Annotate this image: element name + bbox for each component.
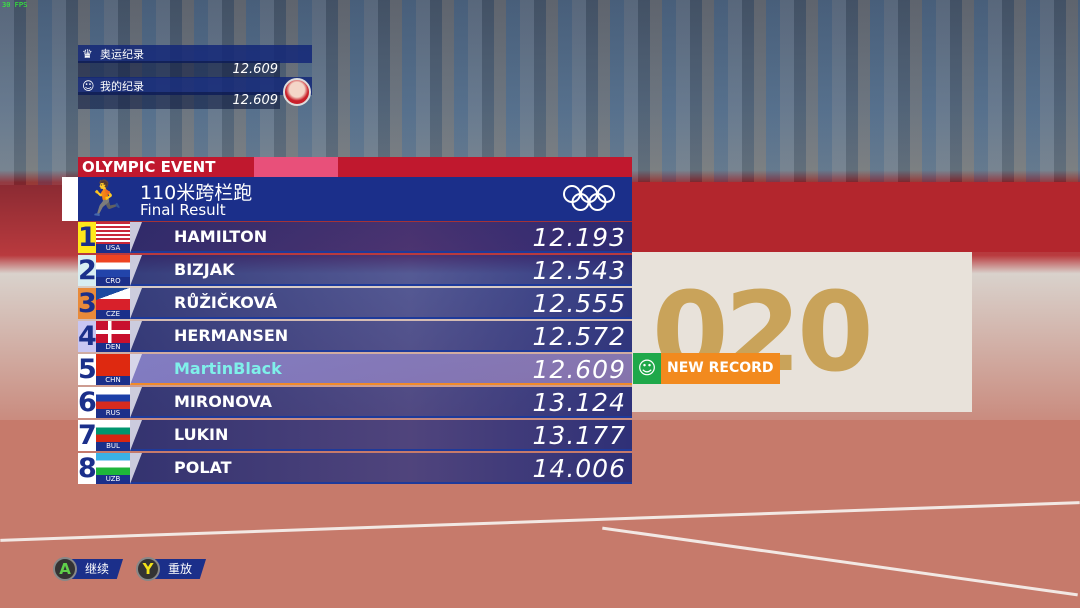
rank: 2 bbox=[78, 255, 97, 286]
flag-icon: CZE bbox=[96, 288, 130, 319]
athlete-name: POLAT bbox=[174, 458, 232, 477]
athlete-name: RŮŽIČKOVÁ bbox=[174, 293, 278, 312]
flag-icon: DEN bbox=[96, 321, 130, 352]
olympic-record-value: 12.609 bbox=[78, 61, 280, 78]
event-title-block: 🏃 110米跨栏跑 Final Result bbox=[62, 177, 632, 221]
country-code: CHN bbox=[96, 376, 130, 385]
result-time: 12.543 bbox=[532, 256, 626, 285]
result-time: 12.609 bbox=[532, 355, 626, 384]
result-time: 12.555 bbox=[532, 289, 626, 318]
flag-icon: USA bbox=[96, 222, 130, 253]
result-time: 12.193 bbox=[532, 223, 626, 252]
personal-record-value: 12.609 bbox=[78, 92, 280, 109]
rank: 1 bbox=[78, 222, 97, 253]
flag-icon: CRO bbox=[96, 255, 130, 286]
fps-counter: 30 FPS bbox=[2, 1, 28, 9]
result-time: 14.006 bbox=[532, 454, 626, 483]
event-subtitle: Final Result bbox=[140, 201, 226, 219]
rank: 4 bbox=[78, 321, 97, 352]
country-code: USA bbox=[96, 244, 130, 253]
result-row: 7 BUL LUKIN 13.177 bbox=[78, 420, 632, 451]
result-time: 13.124 bbox=[532, 388, 626, 417]
rank: 6 bbox=[78, 387, 97, 418]
flag-icon: RUS bbox=[96, 387, 130, 418]
athlete-name: BIZJAK bbox=[174, 260, 235, 279]
crown-icon: ♛ bbox=[82, 47, 93, 61]
event-header: OLYMPIC EVENT bbox=[78, 157, 632, 177]
result-row: 8 UZB POLAT 14.006 bbox=[78, 453, 632, 484]
personal-record-label: ☺ 我的纪录 bbox=[78, 77, 312, 95]
replay-button[interactable]: Y 重放 bbox=[136, 557, 207, 581]
country-code: BUL bbox=[96, 442, 130, 451]
country-code: CRO bbox=[96, 277, 130, 286]
player-avatar bbox=[283, 78, 311, 106]
country-code: CZE bbox=[96, 310, 130, 319]
rank: 5 bbox=[78, 354, 97, 385]
result-time: 12.572 bbox=[532, 322, 626, 351]
event-title: 110米跨栏跑 bbox=[140, 182, 253, 204]
flag-icon: UZB bbox=[96, 453, 130, 484]
runner-icon: 🏃 bbox=[84, 179, 127, 219]
athlete-name: HERMANSEN bbox=[174, 326, 289, 345]
country-code: DEN bbox=[96, 343, 130, 352]
continue-button[interactable]: A 继续 bbox=[53, 557, 124, 581]
flag-icon: CHN bbox=[96, 354, 130, 385]
olympic-rings-icon bbox=[563, 185, 615, 211]
country-code: RUS bbox=[96, 409, 130, 418]
stadium-wall bbox=[630, 182, 1080, 252]
result-time: 13.177 bbox=[532, 421, 626, 450]
result-row: 5 CHN MartinBlack 12.609 bbox=[78, 354, 632, 385]
result-row: 1 USA HAMILTON 12.193 bbox=[78, 222, 632, 253]
y-button-icon: Y bbox=[136, 557, 160, 581]
result-row: 4 DEN HERMANSEN 12.572 bbox=[78, 321, 632, 352]
athlete-name: HAMILTON bbox=[174, 227, 268, 246]
tokyo-2020-board: 020 bbox=[632, 252, 972, 412]
rank: 8 bbox=[78, 453, 97, 484]
a-button-icon: A bbox=[53, 557, 77, 581]
smiley-icon: ☺ bbox=[82, 79, 95, 93]
new-record-badge: ☺ NEW RECORD bbox=[633, 353, 780, 384]
athlete-name: LUKIN bbox=[174, 425, 229, 444]
smiley-icon: ☺ bbox=[633, 353, 661, 384]
result-row: 6 RUS MIRONOVA 13.124 bbox=[78, 387, 632, 418]
rank: 7 bbox=[78, 420, 97, 451]
athlete-name: MIRONOVA bbox=[174, 392, 273, 411]
athlete-name: MartinBlack bbox=[174, 359, 282, 378]
country-code: UZB bbox=[96, 475, 130, 484]
flag-icon: BUL bbox=[96, 420, 130, 451]
olympic-record-label: ♛ 奥运纪录 bbox=[78, 45, 312, 63]
result-row: 2 CRO BIZJAK 12.543 bbox=[78, 255, 632, 286]
rank: 3 bbox=[78, 288, 97, 319]
result-row: 3 CZE RŮŽIČKOVÁ 12.555 bbox=[78, 288, 632, 319]
